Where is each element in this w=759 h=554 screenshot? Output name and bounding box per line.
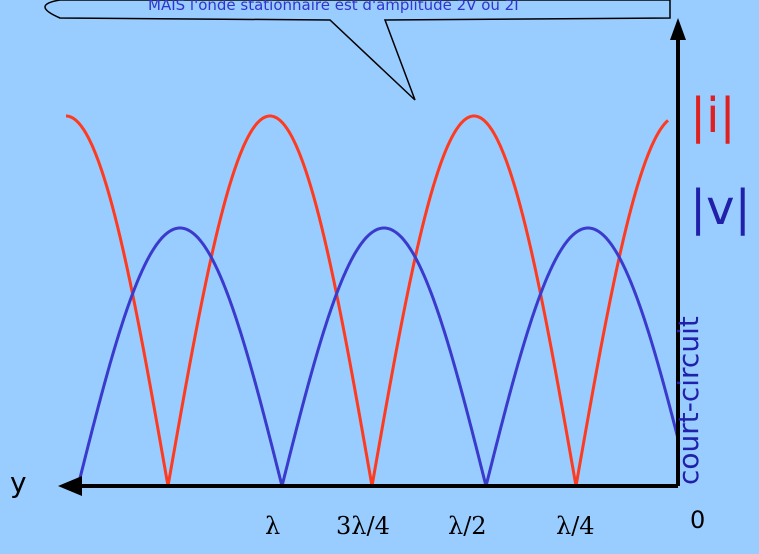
current-magnitude-label: |i| xyxy=(690,88,736,144)
tick-3lambda-4: 3λ/4 xyxy=(336,512,390,540)
vertical-axis-arrow xyxy=(670,18,686,40)
x-axis-arrow xyxy=(58,476,82,496)
tick-origin: 0 xyxy=(690,506,706,534)
short-circuit-label: court-circuit xyxy=(672,316,705,485)
callout-bubble xyxy=(44,0,671,101)
callout-text: MAIS l'onde stationnaire est d'amplitude… xyxy=(148,0,519,14)
voltage-magnitude-label: |v| xyxy=(690,180,751,236)
tick-lambda-4: λ/4 xyxy=(556,512,595,540)
voltage-envelope-curve xyxy=(76,226,680,487)
tick-lambda: λ xyxy=(265,512,281,540)
current-envelope-curve xyxy=(66,114,670,487)
axis-label-y: y xyxy=(10,466,27,499)
tick-lambda-2: λ/2 xyxy=(448,512,487,540)
